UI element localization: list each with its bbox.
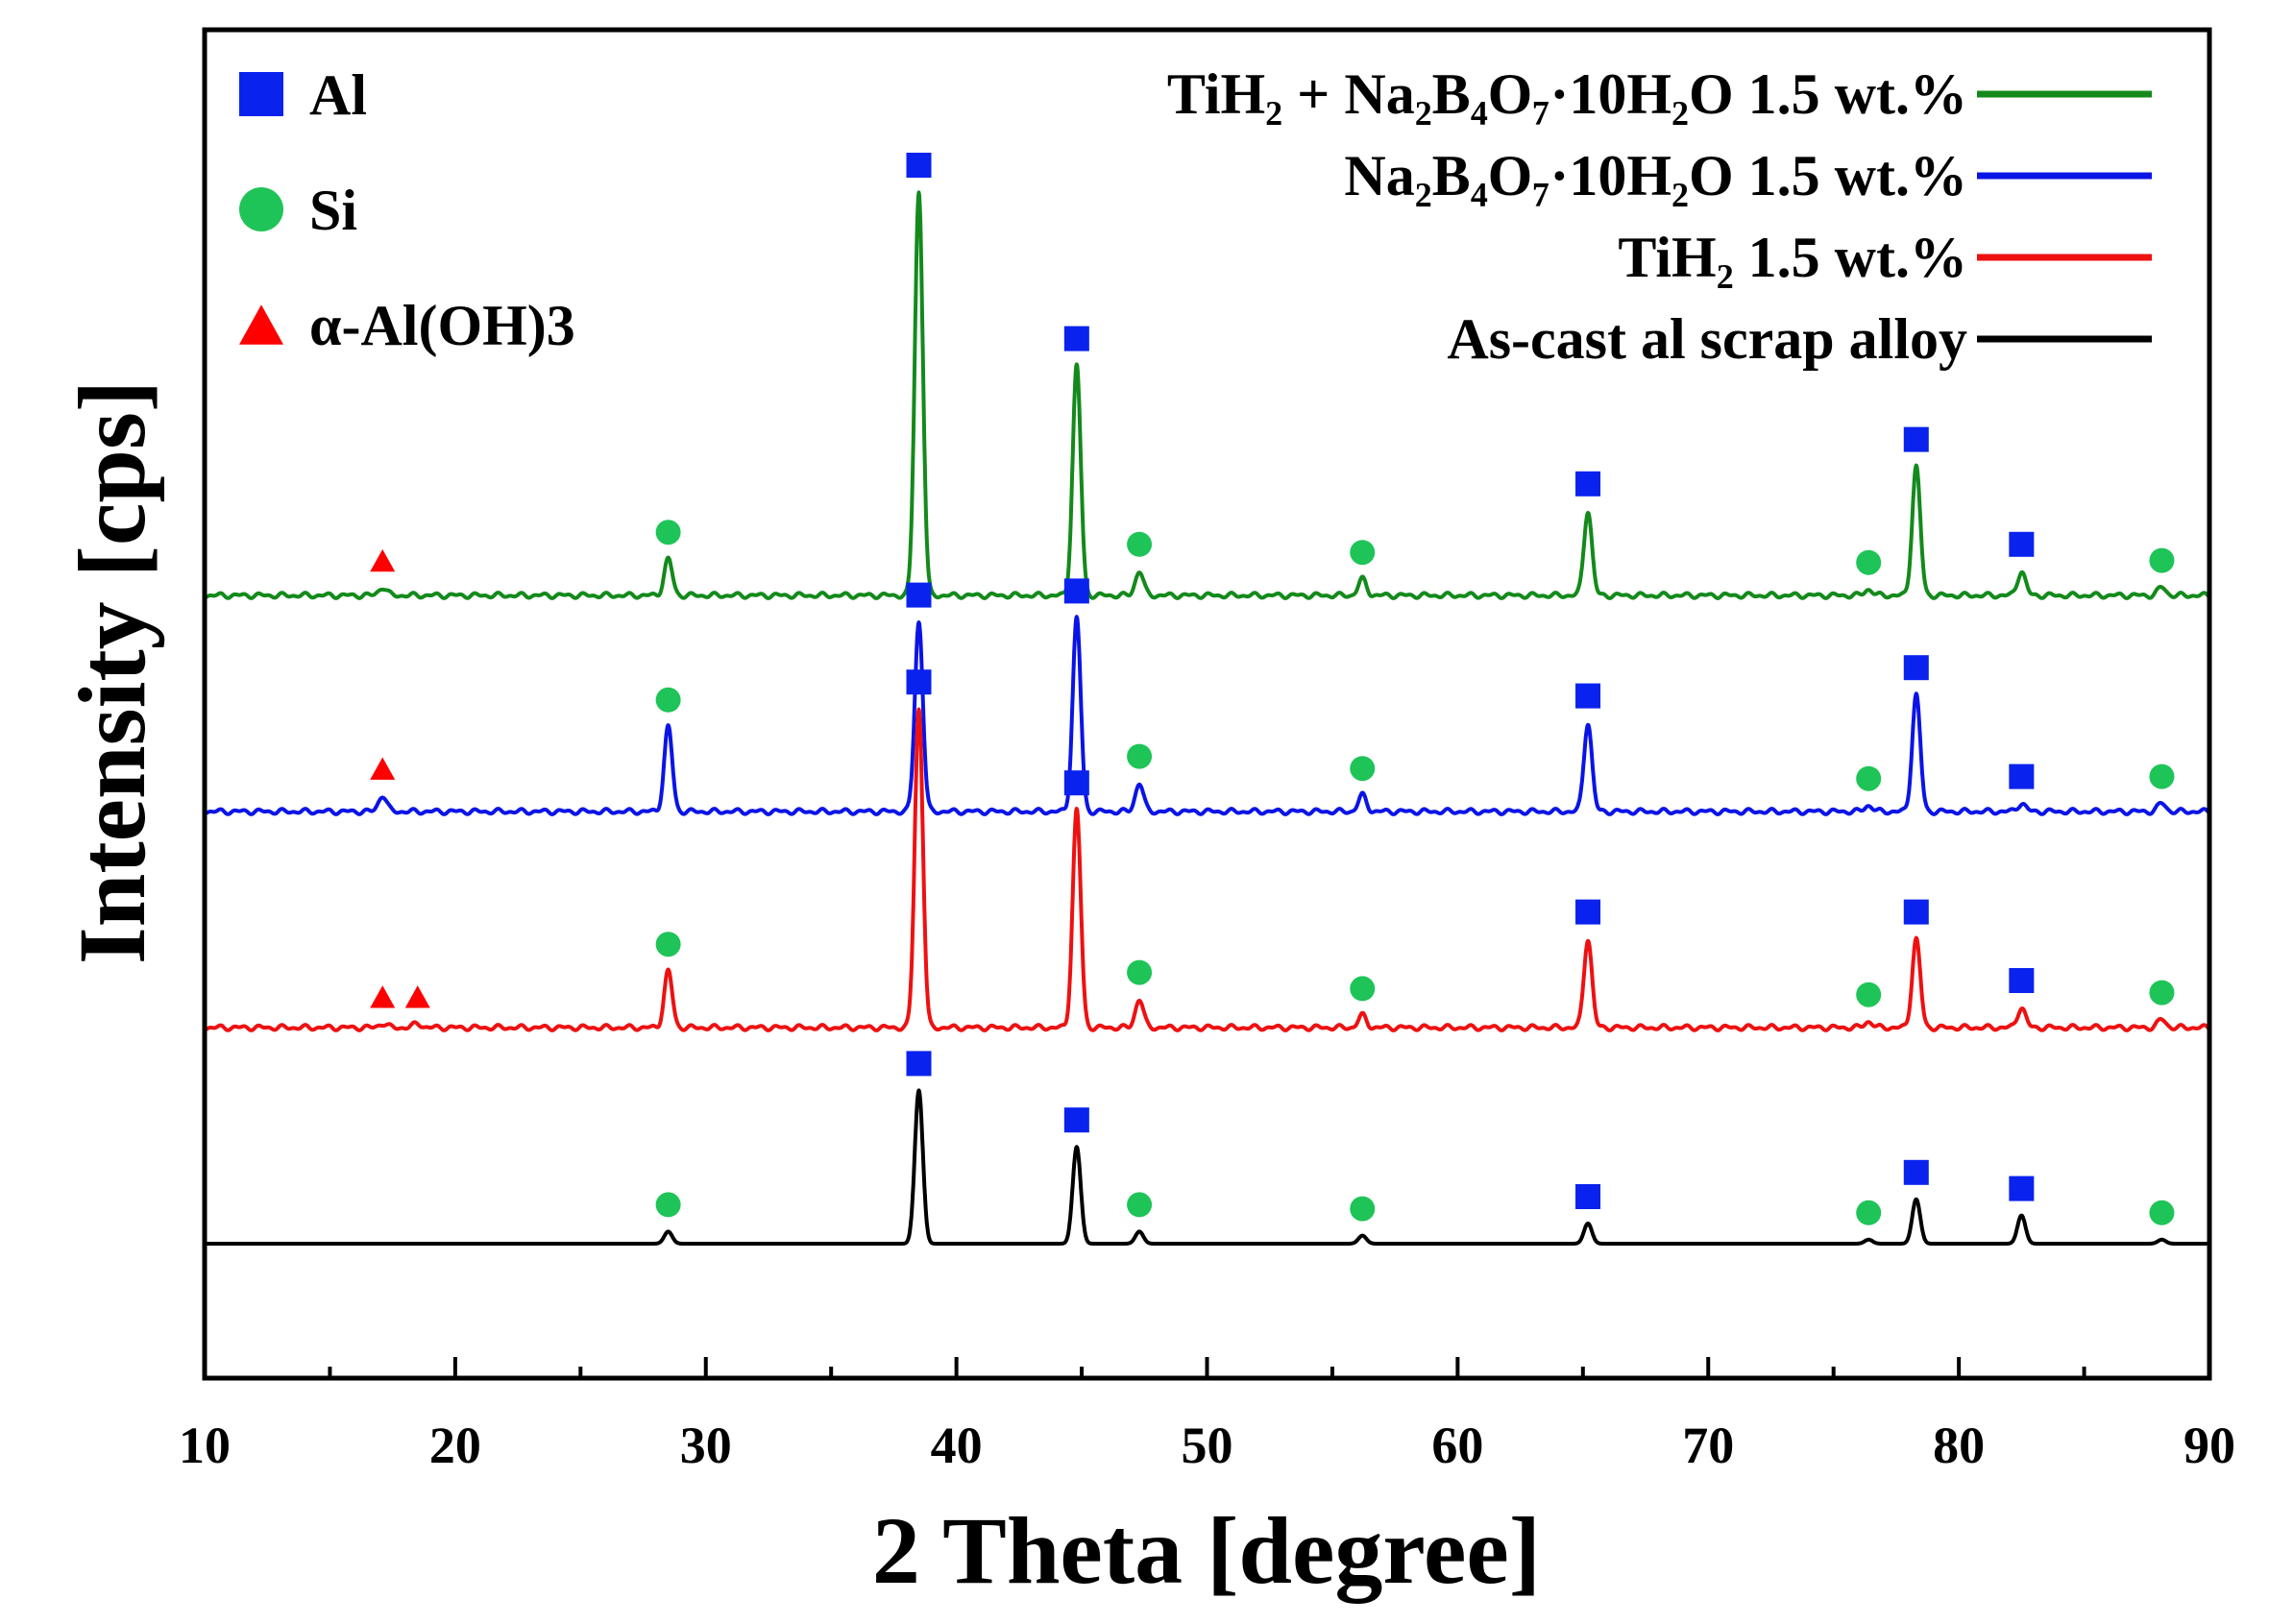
x-tick-label: 90 — [2184, 1417, 2235, 1474]
phase-marker-triangle — [404, 985, 430, 1008]
phase-marker-circle — [1350, 540, 1376, 566]
phase-marker-square — [2009, 1176, 2035, 1201]
phase-marker-square — [1575, 683, 1601, 709]
phase-marker-square — [2009, 968, 2035, 993]
phase-marker-square — [1903, 1159, 1929, 1185]
phase-marker-square — [1575, 899, 1601, 925]
phase-marker-triangle — [370, 757, 396, 780]
phase-marker-triangle — [370, 548, 396, 572]
phase-marker-square — [1903, 899, 1929, 925]
phase-marker-circle — [2149, 1200, 2175, 1225]
phase-marker-circle — [1350, 1196, 1376, 1222]
x-tick-label: 60 — [1431, 1417, 1483, 1474]
series-line-3 — [203, 1088, 2211, 1246]
phase-marker-square — [906, 153, 932, 178]
phase-marker-triangle — [370, 985, 396, 1008]
phase-marker-circle — [1350, 756, 1376, 782]
legend-label-series: Na₂B₄O₇·10H₂O 1.5 wt.% — [1344, 144, 1967, 207]
phase-marker-circle — [1856, 982, 1882, 1007]
legend-label-phase: α-Al(OH)3 — [309, 294, 575, 357]
x-tick-label: 80 — [1933, 1417, 1985, 1474]
legend-label-series: TiH₂ 1.5 wt.% — [1618, 226, 1967, 289]
phase-legend: Al Si α-Al(OH)3 — [239, 63, 575, 357]
legend-marker-square — [239, 72, 283, 116]
legend-marker-circle — [239, 187, 283, 231]
phase-marker-circle — [1856, 1200, 1882, 1225]
x-tick-label: 50 — [1182, 1417, 1233, 1474]
phase-marker-square — [1063, 578, 1089, 604]
phase-marker-circle — [2149, 764, 2175, 789]
x-tick-label: 20 — [429, 1417, 481, 1474]
phase-marker-circle — [1127, 531, 1153, 557]
phase-marker-circle — [2149, 980, 2175, 1006]
phase-marker-circle — [2149, 547, 2175, 573]
series-line-0 — [203, 190, 2211, 600]
phase-marker-square — [1575, 471, 1601, 497]
phase-marker-square — [1063, 326, 1089, 351]
phase-marker-circle — [655, 1192, 681, 1218]
phase-marker-circle — [1127, 1192, 1153, 1218]
series-line-1 — [203, 615, 2211, 816]
legend-label-series: As-cast al scrap alloy — [1447, 307, 1967, 371]
phase-marker-circle — [1127, 743, 1153, 769]
phase-marker-square — [1903, 655, 1929, 681]
x-tick-label: 70 — [1682, 1417, 1734, 1474]
phase-marker-square — [906, 582, 932, 608]
legend-label-series: TiH₂ + Na₂B₄O₇·10H₂O 1.5 wt.% — [1167, 62, 1967, 126]
legend-label-phase: Al — [309, 63, 367, 127]
phase-markers — [370, 153, 2175, 1225]
phase-marker-circle — [655, 520, 681, 545]
phase-marker-square — [1063, 770, 1089, 796]
phase-marker-circle — [1856, 549, 1882, 575]
phase-marker-circle — [655, 932, 681, 957]
x-tick-label: 10 — [179, 1417, 231, 1474]
phase-marker-square — [2009, 764, 2035, 789]
phase-marker-circle — [655, 687, 681, 713]
x-axis-ticks: 10 20 30 40 50 60 70 80 90 — [179, 1357, 2235, 1474]
legend-label-phase: Si — [309, 179, 357, 242]
phase-marker-circle — [1350, 976, 1376, 1002]
phase-marker-square — [1903, 426, 1929, 452]
x-axis-title: 2 Theta [degree] — [872, 1497, 1541, 1604]
phase-marker-square — [1575, 1184, 1601, 1209]
x-tick-label: 40 — [931, 1417, 983, 1474]
plot-traces — [203, 190, 2211, 1246]
phase-marker-square — [2009, 531, 2035, 557]
legend-marker-triangle — [239, 304, 283, 345]
phase-marker-circle — [1127, 959, 1153, 985]
series-line-2 — [203, 707, 2211, 1032]
phase-marker-square — [906, 1051, 932, 1077]
phase-marker-square — [906, 669, 932, 695]
phase-marker-circle — [1856, 765, 1882, 791]
y-axis-title: Intensity [cps] — [59, 380, 165, 964]
x-tick-label: 30 — [680, 1417, 732, 1474]
phase-marker-square — [1063, 1107, 1089, 1133]
series-legend: TiH₂ + Na₂B₄O₇·10H₂O 1.5 wt.% Na₂B₄O₇·10H… — [1167, 62, 2152, 371]
